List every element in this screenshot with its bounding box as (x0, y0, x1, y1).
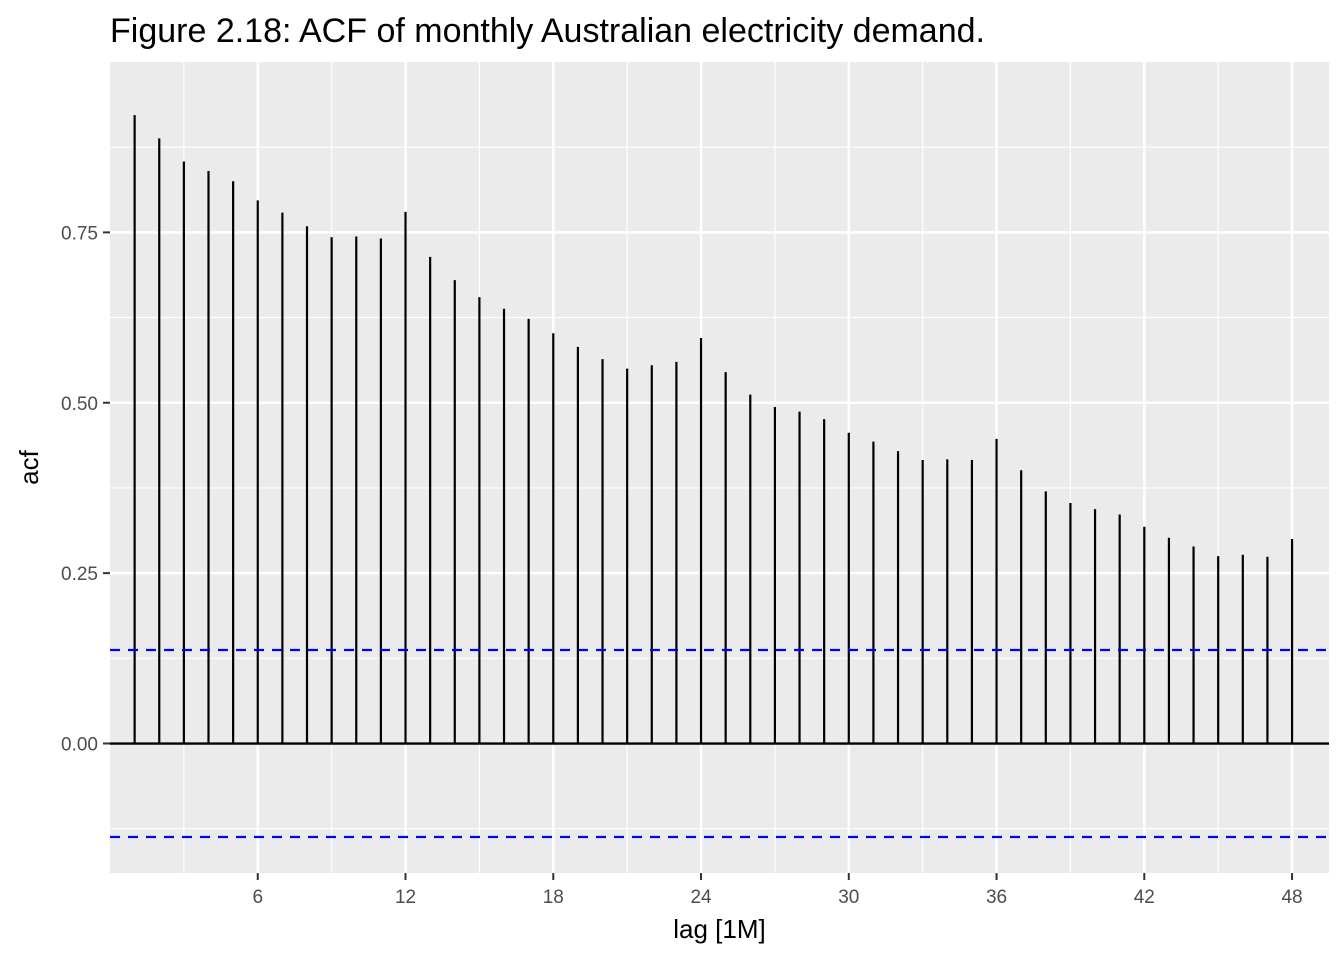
chart-title: Figure 2.18: ACF of monthly Australian e… (110, 12, 985, 50)
x-tick-label: 42 (1134, 887, 1155, 908)
x-tick-label: 48 (1281, 887, 1302, 908)
y-tick-label: 0.75 (61, 223, 98, 244)
x-tick-label: 30 (838, 887, 859, 908)
x-axis: 6 12 18 24 30 36 42 48 (252, 873, 1303, 908)
acf-bars (133, 115, 1294, 744)
confidence-bounds (110, 648, 1329, 839)
x-tick-label: 18 (543, 887, 564, 908)
x-tick-label: 12 (395, 887, 416, 908)
plot-panel (110, 62, 1329, 873)
y-tick-label: 0.50 (61, 394, 98, 415)
y-axis-title: acf (14, 449, 44, 484)
y-tick-label: 0.25 (61, 564, 98, 585)
x-axis-title: lag [1M] (673, 914, 766, 944)
y-axis: 0.00 0.25 0.50 0.75 (61, 223, 110, 756)
x-tick-label: 6 (252, 887, 263, 908)
x-tick-label: 36 (986, 887, 1007, 908)
y-tick-label: 0.00 (61, 735, 98, 756)
x-tick-label: 24 (690, 887, 712, 908)
